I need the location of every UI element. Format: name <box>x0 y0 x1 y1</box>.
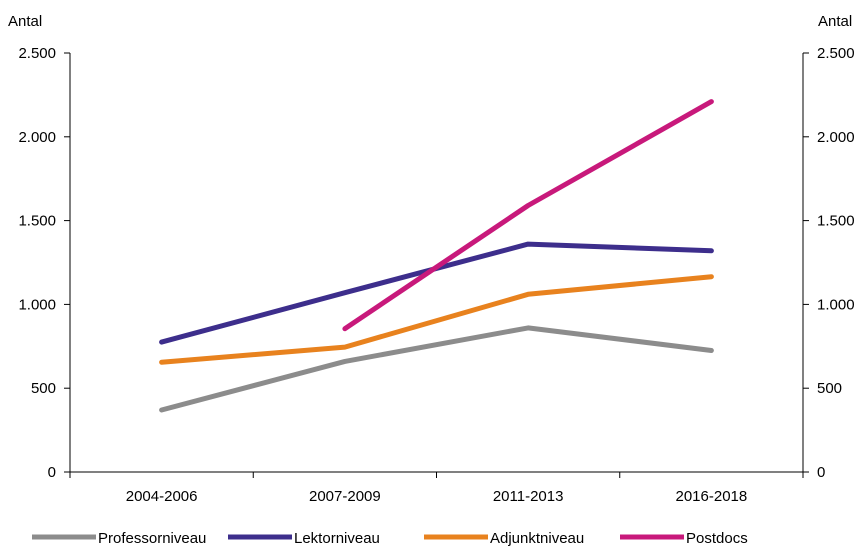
y-tick-label-left: 1.000 <box>18 296 56 313</box>
series-line-lektorniveau <box>162 244 712 342</box>
x-tick-label: 2007-2009 <box>309 488 381 505</box>
legend: Professorniveau Lektorniveau Adjunktniveau… <box>32 530 748 547</box>
legend-label-postdocs: Postdocs <box>686 530 748 547</box>
x-tick-label: 2011-2013 <box>493 488 564 505</box>
axes: 0 0 500 500 1.000 1.000 1.500 1.500 2.000 2.000 2.… <box>18 45 854 505</box>
y-tick-label-right: 2.500 <box>817 45 855 62</box>
y-tick-label-left: 500 <box>31 380 56 397</box>
y-tick-label-right: 1.500 <box>817 213 855 230</box>
y-tick-label-left: 1.500 <box>18 213 56 230</box>
y-tick-label-right: 500 <box>817 380 842 397</box>
y-tick-label-right: 1.000 <box>817 296 855 313</box>
x-tick-label: 2004-2006 <box>126 488 198 505</box>
y-tick-label-right: 2.000 <box>817 129 855 146</box>
y-axis-label-left: Antal <box>8 13 42 30</box>
legend-label-professorniveau: Professorniveau <box>98 530 206 547</box>
y-tick-label-left: 2.000 <box>18 129 56 146</box>
series-line-professorniveau <box>162 328 712 410</box>
series-layer <box>162 102 712 411</box>
legend-label-lektorniveau: Lektorniveau <box>294 530 380 547</box>
y-axis-label-right: Antal <box>818 13 852 30</box>
legend-label-adjunktniveau: Adjunktniveau <box>490 530 584 547</box>
x-tick-label: 2016-2018 <box>676 488 748 505</box>
y-tick-label-left: 0 <box>48 464 56 481</box>
y-tick-label-right: 0 <box>817 464 825 481</box>
y-tick-label-left: 2.500 <box>18 45 56 62</box>
